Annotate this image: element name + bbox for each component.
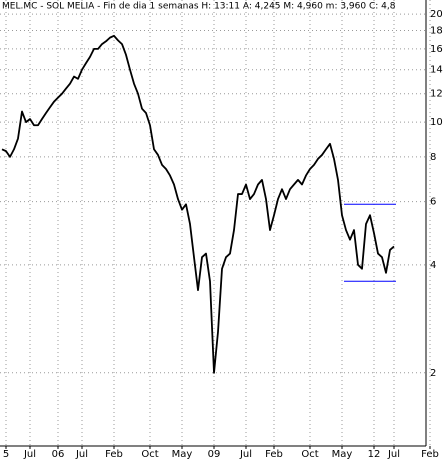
x-tick-label: Feb (421, 449, 439, 460)
plot (1, 34, 396, 374)
x-tick-label: Oct (141, 449, 158, 460)
price-line (1, 34, 395, 374)
x-tick-label: 06 (52, 449, 65, 460)
y-tick-label: 8 (430, 152, 436, 163)
y-tick-label: 6 (430, 197, 436, 208)
y-tick-label: 20 (430, 9, 443, 20)
x-tick-label: Feb (265, 449, 283, 460)
x-tick-label: Jul (387, 449, 400, 460)
y-tick-label: 12 (430, 89, 443, 100)
x-tick-label: Jul (239, 449, 252, 460)
x-tick-label: Oct (301, 449, 318, 460)
x-tick-label: 09 (208, 449, 221, 460)
y-tick-label: 2 (430, 368, 436, 379)
x-tick-label: May (172, 449, 193, 460)
y-tick-label: 18 (430, 26, 443, 37)
x-tick-label: May (332, 449, 353, 460)
y-tick-label: 16 (430, 44, 443, 55)
y-tick-label: 4 (430, 260, 436, 271)
y-tick-label: 14 (430, 65, 443, 76)
grid (0, 0, 431, 446)
y-tick-label: 10 (430, 117, 443, 128)
x-tick-label: Jul (75, 449, 88, 460)
x-tick-label: Feb (105, 449, 123, 460)
x-tick-label: Jul (23, 449, 36, 460)
x-tick-label: 12 (368, 449, 381, 460)
x-tick-label: 5 (3, 449, 9, 460)
chart-title: MEL.MC - SOL MELIA - Fin de dia 1 semana… (2, 2, 396, 12)
